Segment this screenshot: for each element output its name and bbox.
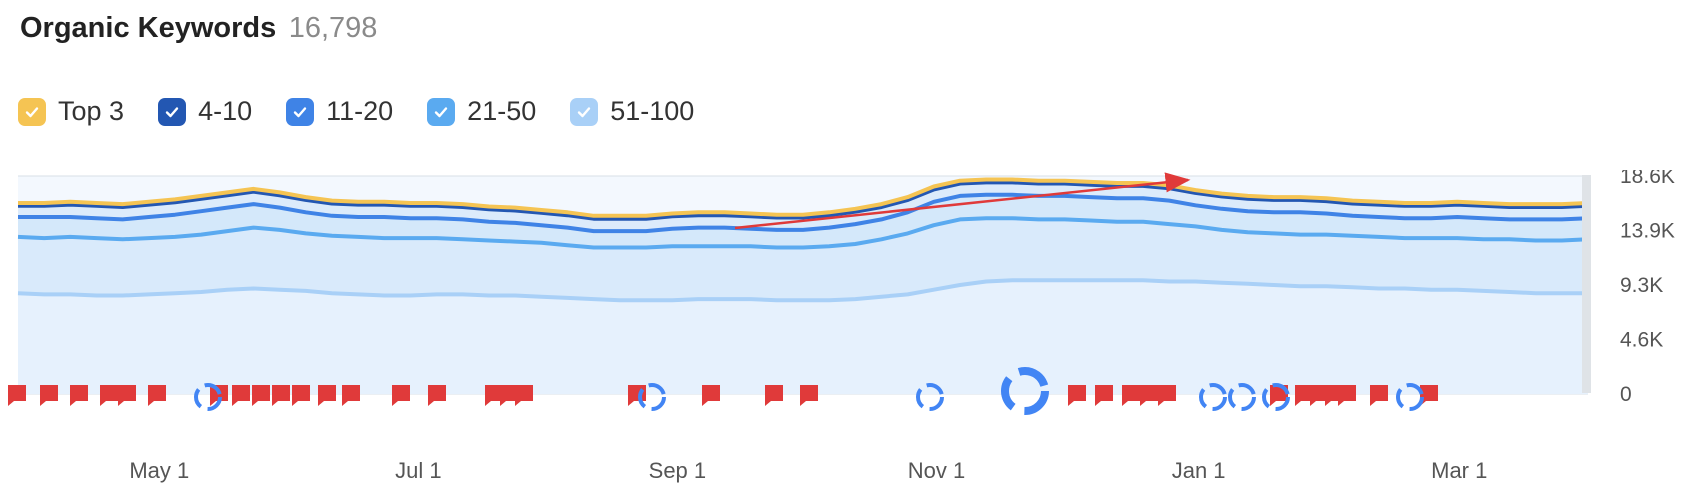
event-flag-icon[interactable] xyxy=(148,385,166,406)
event-flag-icon[interactable] xyxy=(1158,385,1176,406)
event-flag-icon[interactable] xyxy=(1140,385,1158,406)
event-flag-icon[interactable] xyxy=(1068,385,1086,406)
legend-label: 51-100 xyxy=(610,96,695,126)
legend-label: Top 3 xyxy=(58,96,125,126)
checkbox-icon[interactable] xyxy=(158,97,187,126)
series-line[interactable] xyxy=(18,192,1589,234)
event-flag-icon[interactable] xyxy=(272,385,290,406)
legend-item-11-20[interactable]: 11-20 xyxy=(286,96,393,127)
event-flag-icon[interactable] xyxy=(70,385,88,406)
checkbox-icon[interactable] xyxy=(286,97,315,126)
keywords-chart[interactable]: 0 4.6K 9.3K 13.9K 18.6K May 1 Jul 1 Sep 1 Nov 1… xyxy=(0,170,1699,500)
event-flag-icon[interactable] xyxy=(1420,385,1438,406)
y-tick-label: 0 xyxy=(1620,383,1632,406)
google-update-icon[interactable] xyxy=(1228,383,1256,411)
event-flag-icon[interactable] xyxy=(210,385,228,406)
legend-label: 4-10 xyxy=(198,96,253,126)
event-flag-icon[interactable] xyxy=(318,385,336,406)
event-flag-icon[interactable] xyxy=(392,385,410,406)
checkbox-icon[interactable] xyxy=(570,97,599,126)
trend-arrow xyxy=(734,172,1191,230)
legend-label: 21-50 xyxy=(467,96,537,126)
google-update-icon[interactable] xyxy=(194,383,222,411)
event-flag-icon[interactable] xyxy=(342,385,360,406)
chart-scrollbar[interactable] xyxy=(1582,175,1591,393)
checkbox-icon[interactable] xyxy=(427,97,456,126)
event-flag-icon[interactable] xyxy=(1295,385,1313,406)
y-tick-label: 13.9K xyxy=(1620,220,1675,243)
event-flag-icon[interactable] xyxy=(292,385,310,406)
legend-item-top-3[interactable]: Top 3 xyxy=(18,96,124,127)
google-update-icon[interactable] xyxy=(1001,367,1049,415)
google-update-icon[interactable] xyxy=(916,383,944,411)
series-area xyxy=(18,280,1588,394)
legend-item-51-100[interactable]: 51-100 xyxy=(570,96,694,127)
event-flag-icon[interactable] xyxy=(252,385,270,406)
legend-item-21-50[interactable]: 21-50 xyxy=(427,96,536,127)
series-line[interactable] xyxy=(18,179,1589,221)
x-tick-label: Mar 1 xyxy=(1431,458,1487,483)
event-flag-icon[interactable] xyxy=(485,385,503,406)
google-update-icon[interactable] xyxy=(1396,383,1424,411)
event-flag-icon[interactable] xyxy=(232,385,250,406)
x-tick-label: Jul 1 xyxy=(395,458,441,483)
x-tick-label: Jan 1 xyxy=(1172,458,1226,483)
x-tick-label: May 1 xyxy=(129,458,189,483)
x-tick-label: Nov 1 xyxy=(908,458,965,483)
event-flag-icon[interactable] xyxy=(1095,385,1113,406)
event-flag-icon[interactable] xyxy=(8,385,26,406)
y-tick-label: 18.6K xyxy=(1620,170,1675,188)
event-flag-icon[interactable] xyxy=(515,385,533,406)
y-tick-label: 9.3K xyxy=(1620,274,1663,297)
series-line[interactable] xyxy=(18,177,1589,218)
series-line[interactable] xyxy=(17,216,1589,250)
event-flag-icon[interactable] xyxy=(500,385,518,406)
legend-item-4-10[interactable]: 4-10 xyxy=(158,96,252,127)
event-flag-icon[interactable] xyxy=(1338,385,1356,406)
google-update-icon[interactable] xyxy=(638,383,666,411)
google-update-icon[interactable] xyxy=(1262,383,1290,411)
google-update-icon[interactable] xyxy=(1199,383,1227,411)
x-tick-label: Sep 1 xyxy=(649,458,707,483)
checkbox-icon[interactable] xyxy=(18,97,46,126)
series-line[interactable] xyxy=(17,278,1588,303)
chart-title: Organic Keywords xyxy=(20,12,277,44)
event-flag-icon[interactable] xyxy=(765,385,783,406)
chart-header: Organic Keywords 16,798 xyxy=(20,12,377,45)
event-flag-icon[interactable] xyxy=(1122,385,1140,406)
event-flag-icon[interactable] xyxy=(702,385,720,406)
legend: Top 3 4-10 11-20 21-50 51-100 xyxy=(18,96,728,127)
event-flag-icon[interactable] xyxy=(1370,385,1388,406)
event-flag-icon[interactable] xyxy=(800,385,818,406)
legend-label: 11-20 xyxy=(326,96,394,126)
event-flag-icon[interactable] xyxy=(118,385,136,406)
event-flag-icon[interactable] xyxy=(40,385,58,406)
event-flag-icon[interactable] xyxy=(428,385,446,406)
event-flag-icon[interactable] xyxy=(100,385,118,406)
event-flag-icon[interactable] xyxy=(1310,385,1328,406)
y-tick-label: 4.6K xyxy=(1620,329,1663,352)
keyword-total: 16,798 xyxy=(288,12,378,44)
